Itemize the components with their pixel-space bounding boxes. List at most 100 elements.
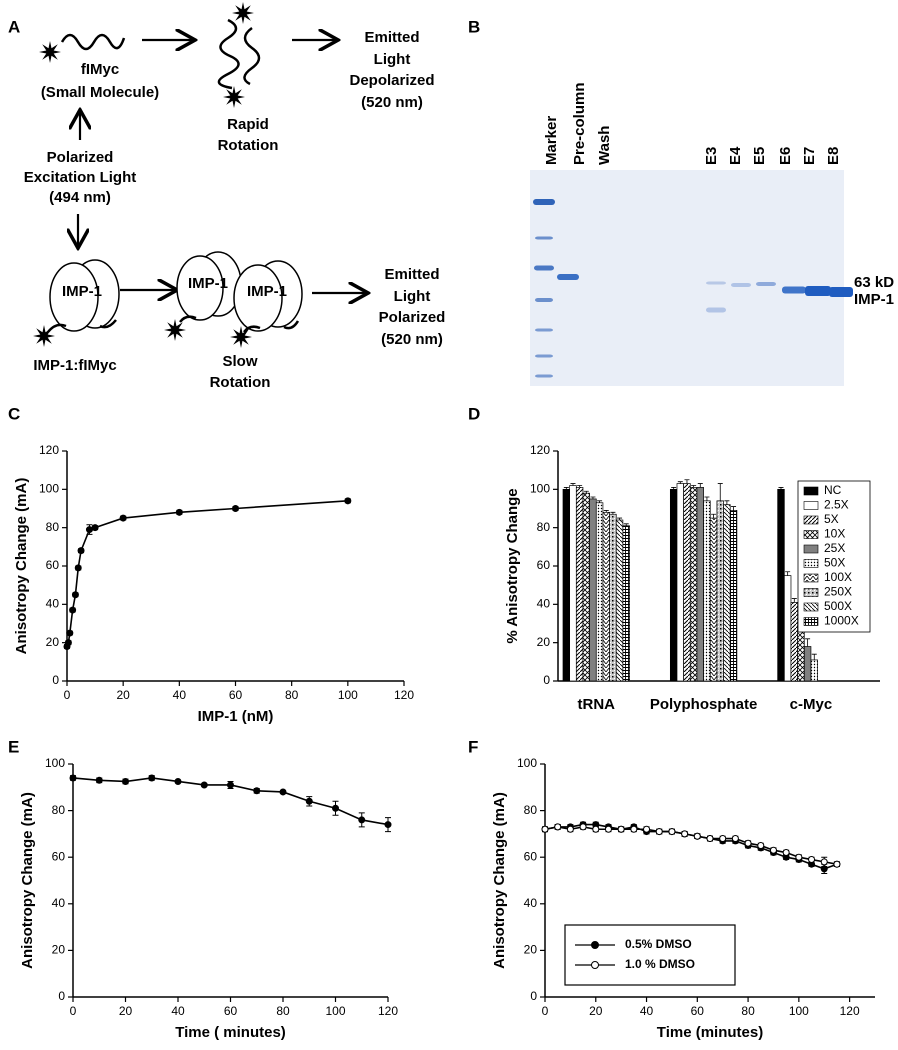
- gel-band: [706, 307, 726, 313]
- data-point: [174, 777, 182, 785]
- legend-label: 2.5X: [824, 498, 849, 512]
- data-point: [592, 825, 600, 833]
- bar: [589, 498, 597, 682]
- x-axis-label: Time (minutes): [657, 1024, 763, 1041]
- bar: [729, 510, 738, 682]
- y-tick-label: 40: [524, 896, 538, 910]
- error-bar: [603, 510, 609, 513]
- gel-band: [534, 265, 554, 271]
- legend-swatch: [803, 602, 819, 612]
- error-bar: [791, 598, 797, 603]
- label: Light: [394, 288, 431, 305]
- data-point: [77, 547, 85, 555]
- x-tick-label: 0: [64, 688, 71, 702]
- data-point: [833, 860, 841, 868]
- panel-label: C: [8, 404, 20, 423]
- x-tick-label: tRNA: [578, 696, 616, 713]
- bar: [803, 646, 812, 682]
- data-point: [617, 825, 625, 833]
- data-point: [782, 849, 790, 857]
- y-tick-label: 0: [52, 673, 59, 687]
- x-axis-label: IMP-1 (nM): [198, 708, 274, 725]
- data-point: [122, 777, 129, 785]
- data-point: [541, 825, 549, 833]
- fluorophore: [39, 41, 61, 63]
- series-line: [544, 823, 838, 870]
- y-tick-label: 20: [46, 635, 60, 649]
- y-tick-label: 0: [530, 989, 537, 1003]
- legend-swatch: [803, 544, 819, 554]
- x-tick-label: 120: [394, 688, 414, 702]
- lane-label: E6: [777, 147, 794, 165]
- x-tick-label: 40: [640, 1004, 654, 1018]
- gel-band: [533, 199, 555, 205]
- bar: [582, 492, 590, 682]
- legend-label: 0.5% DMSO: [625, 937, 692, 951]
- x-tick-label: 100: [325, 1004, 345, 1018]
- label: Rotation: [218, 137, 279, 154]
- label: Emitted: [384, 266, 439, 283]
- data-point: [344, 497, 352, 505]
- bar: [797, 625, 805, 682]
- error-bar: [570, 483, 576, 486]
- y-tick-label: 80: [537, 520, 551, 534]
- error-bar: [724, 500, 730, 505]
- error-bar: [785, 571, 791, 576]
- bar: [810, 659, 818, 682]
- label: (494 nm): [49, 189, 111, 206]
- x-tick-label: 60: [691, 1004, 705, 1018]
- x-tick-label: 60: [229, 688, 243, 702]
- error-bar: [610, 511, 616, 515]
- x-tick-label: 80: [276, 1004, 290, 1018]
- label: Depolarized: [349, 72, 434, 89]
- x-tick-label: 20: [589, 1004, 603, 1018]
- legend-label: 10X: [824, 527, 845, 541]
- label: IMP-1: [62, 283, 102, 300]
- data-point: [668, 828, 676, 836]
- legend-label: 1000X: [824, 614, 859, 628]
- data-point: [808, 856, 816, 864]
- label: IMP-1: [188, 275, 228, 292]
- lane-label: E8: [825, 147, 842, 165]
- legend-swatch: [803, 573, 819, 583]
- legend-swatch: [803, 617, 819, 626]
- legend-label: 500X: [824, 599, 852, 613]
- data-point: [579, 823, 587, 831]
- y-tick-label: 40: [537, 597, 551, 611]
- gel: 63 kD IMP-1 Marker Pre-column Wash E3 E4 E5 E6…: [530, 82, 894, 386]
- fluorophore: [164, 319, 186, 341]
- data-point: [384, 821, 392, 829]
- label: Rapid: [227, 116, 269, 133]
- lane-label: E5: [751, 147, 768, 165]
- bar: [703, 500, 711, 682]
- label: (520 nm): [381, 331, 443, 348]
- error-bar: [704, 496, 710, 501]
- y-tick-label: 80: [46, 520, 60, 534]
- data-point: [693, 832, 701, 840]
- gel-band: [782, 286, 806, 294]
- bar: [669, 488, 678, 682]
- gel-band: [805, 286, 831, 296]
- y-tick-label: 40: [46, 597, 60, 611]
- protein: [233, 264, 283, 332]
- gel-band: [557, 274, 579, 280]
- lane-label: Pre-column: [571, 82, 588, 165]
- gel-band: [535, 298, 553, 302]
- y-axis-label: Anisotropy Change (mA): [13, 478, 30, 655]
- data-point: [69, 774, 77, 782]
- fluorophore: [232, 2, 254, 24]
- data-point: [566, 825, 574, 833]
- gel-band: [829, 287, 853, 297]
- label: Polarized: [47, 149, 114, 166]
- diagram: fIMyc (Small Molecule) Rapid Rotation Em…: [24, 2, 445, 391]
- tail: [179, 315, 197, 323]
- label: fIMyc: [81, 61, 119, 78]
- data-point: [706, 835, 714, 843]
- panel-label: E: [8, 737, 19, 756]
- legend-box: [564, 924, 736, 986]
- data-point: [554, 823, 562, 831]
- gel-band: [535, 354, 553, 358]
- y-tick-label: 80: [524, 803, 538, 817]
- data-point: [731, 835, 739, 843]
